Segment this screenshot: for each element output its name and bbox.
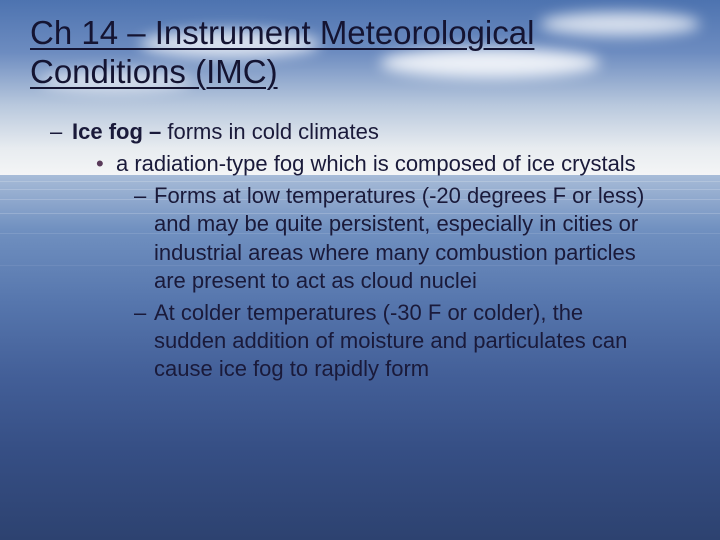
term-rest: forms in cold climates	[161, 119, 379, 144]
slide: Ch 14 – Instrument Meteorological Condit…	[0, 0, 720, 540]
bullet-level-3: Forms at low temperatures (-20 degrees F…	[154, 182, 690, 295]
bullet-level-3: At colder temperatures (-30 F or colder)…	[154, 299, 690, 383]
term-bold: Ice fog –	[72, 119, 161, 144]
bullet-level-1: Ice fog – forms in cold climates	[72, 118, 690, 146]
slide-content: Ch 14 – Instrument Meteorological Condit…	[0, 0, 720, 540]
bullet-level-2: a radiation-type fog which is composed o…	[116, 150, 690, 178]
slide-title: Ch 14 – Instrument Meteorological Condit…	[30, 14, 690, 92]
